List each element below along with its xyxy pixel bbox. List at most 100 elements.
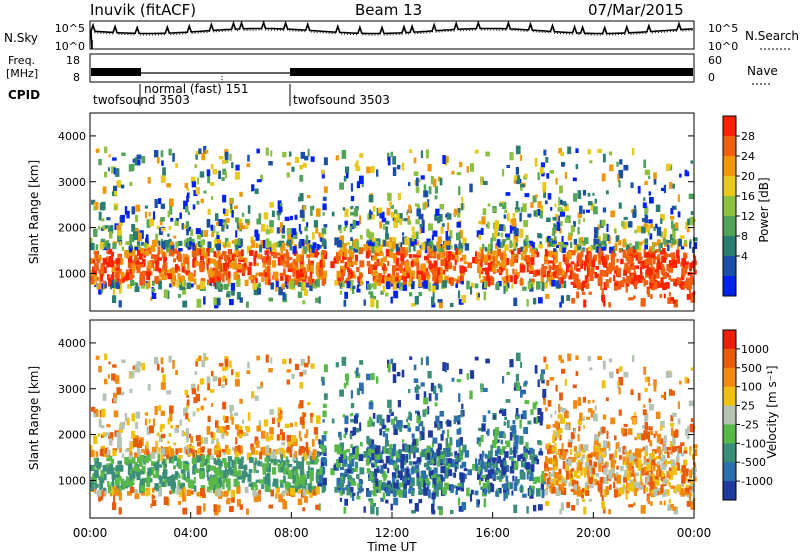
power-cell <box>112 157 117 161</box>
power-cell <box>217 270 222 277</box>
power-cell <box>415 231 419 240</box>
power-cell <box>209 274 214 283</box>
power-cell <box>149 218 154 227</box>
power-cell <box>649 233 653 240</box>
power-cell <box>630 209 634 213</box>
power-cell <box>182 253 185 261</box>
power-cell <box>246 163 251 168</box>
power-cell <box>403 273 407 282</box>
velocity-cell <box>402 439 405 443</box>
power-cell <box>564 217 570 223</box>
velocity-cell <box>482 387 488 392</box>
power-cell <box>519 212 522 222</box>
power-cell <box>375 263 378 270</box>
power-cell <box>366 261 371 267</box>
power-cell <box>115 267 120 271</box>
velocity-cell <box>603 477 608 484</box>
power-cell <box>355 220 360 226</box>
power-cell <box>206 247 210 257</box>
power-cell <box>106 250 111 254</box>
velocity-cell <box>385 433 388 441</box>
velocity-cell <box>140 470 145 475</box>
power-cell <box>541 172 545 177</box>
power-cell <box>232 261 237 270</box>
velocity-cell <box>104 488 107 496</box>
velocity-cell <box>577 452 582 457</box>
velocity-cell <box>94 457 99 466</box>
power-cell <box>430 175 434 185</box>
power-cell <box>670 278 676 282</box>
velocity-cell <box>311 439 315 447</box>
power-cell <box>134 286 140 293</box>
velocity-cell <box>649 453 654 460</box>
velocity-cell <box>393 497 399 506</box>
power-cell <box>456 172 462 176</box>
power-cell <box>343 175 347 182</box>
power-cell <box>397 193 401 201</box>
power-cell <box>522 203 527 213</box>
velocity-cell <box>309 490 313 499</box>
power-cell <box>166 245 169 252</box>
velocity-cell <box>283 460 286 467</box>
velocity-cell <box>352 478 355 483</box>
velocity-cell <box>573 400 578 409</box>
velocity-cell <box>217 459 221 463</box>
velocity-cell <box>370 449 376 454</box>
power-cell <box>690 295 695 303</box>
velocity-cell <box>129 486 135 493</box>
power-cell <box>317 274 322 280</box>
power-cell <box>641 260 644 268</box>
velocity-cell <box>211 465 214 469</box>
power-cell <box>643 277 646 287</box>
velocity-cell <box>543 398 546 405</box>
power-cell <box>495 255 499 261</box>
velocity-cell <box>461 502 467 511</box>
power-cell <box>319 259 324 269</box>
power-cell <box>511 283 514 289</box>
power-cell <box>282 283 286 287</box>
power-cell <box>515 167 519 175</box>
power-cell <box>613 245 616 255</box>
power-cell <box>527 213 532 218</box>
power-cell <box>294 262 299 266</box>
velocity-cell <box>299 437 303 442</box>
power-cell <box>228 250 231 259</box>
power-cell <box>239 238 243 247</box>
velocity-cell <box>416 415 421 424</box>
velocity-cell <box>383 447 387 454</box>
power-cell <box>643 159 647 168</box>
velocity-cell <box>689 448 692 456</box>
power-cell <box>299 175 304 182</box>
velocity-cell <box>520 484 523 493</box>
power-cell <box>266 225 269 231</box>
velocity-cell <box>154 357 159 365</box>
power-cell <box>436 241 441 249</box>
power-cell <box>168 226 172 230</box>
velocity-cell <box>116 432 122 437</box>
power-cell <box>601 255 605 262</box>
velocity-cell <box>374 468 379 473</box>
power-cell <box>108 248 113 255</box>
power-cell <box>321 228 327 235</box>
velocity-cell <box>623 477 628 483</box>
velocity-cell <box>207 476 210 481</box>
power-cell <box>609 164 614 172</box>
velocity-cell <box>680 453 685 457</box>
power-cell <box>449 256 454 261</box>
cpid-row: CPID twofsound 3503 normal (fast) 151 tw… <box>8 82 390 107</box>
velocity-cell <box>161 367 164 373</box>
power-cell <box>496 268 502 273</box>
velocity-cell <box>675 446 679 452</box>
velocity-cell <box>543 472 546 482</box>
power-cell <box>633 266 636 274</box>
power-cell <box>307 195 311 199</box>
power-cell <box>313 220 318 228</box>
velocity-cell <box>608 358 613 363</box>
velocity-cell <box>127 491 132 496</box>
velocity-cell <box>427 483 430 490</box>
power-cell <box>223 255 229 261</box>
power-cell <box>257 253 260 260</box>
power-cell <box>306 222 309 228</box>
power-cell <box>445 155 449 163</box>
